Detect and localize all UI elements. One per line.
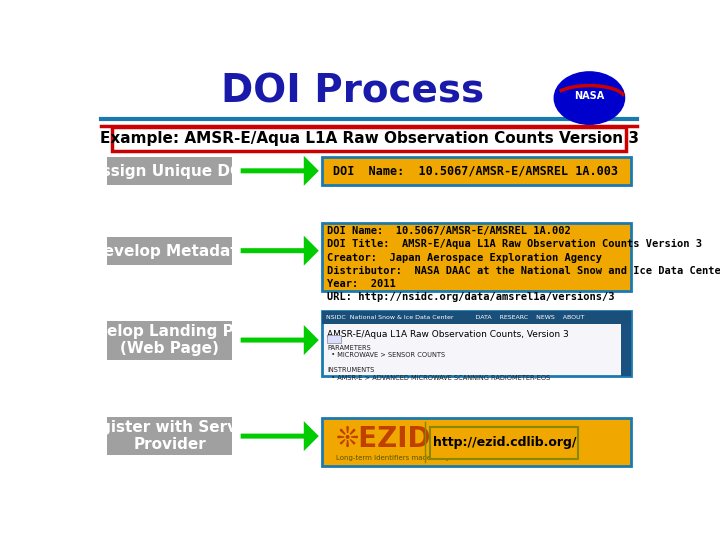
Text: Register with Service
Provider: Register with Service Provider [78,420,261,453]
Text: NASA: NASA [575,91,605,101]
FancyBboxPatch shape [107,417,233,455]
Text: Develop Landing Page
(Web Page): Develop Landing Page (Web Page) [74,324,265,356]
Text: Example: AMSR-E/Aqua L1A Raw Observation Counts Version 3: Example: AMSR-E/Aqua L1A Raw Observation… [99,131,639,146]
FancyBboxPatch shape [327,335,341,342]
FancyBboxPatch shape [322,418,631,466]
FancyBboxPatch shape [431,427,578,458]
Text: Long-term Identifiers made easy: Long-term Identifiers made easy [336,455,449,461]
Text: ❊EZID: ❊EZID [336,425,431,453]
FancyBboxPatch shape [107,237,233,265]
Circle shape [554,72,624,124]
FancyBboxPatch shape [112,127,626,151]
Text: AMSR-E/Aqua L1A Raw Observation Counts, Version 3: AMSR-E/Aqua L1A Raw Observation Counts, … [327,330,569,339]
Text: DOI Name:  10.5067/AMSR-E/AMSREL 1A.002
DOI Title:  AMSR-E/Aqua L1A Raw Observat: DOI Name: 10.5067/AMSR-E/AMSREL 1A.002 D… [327,226,720,302]
Text: DOI Process: DOI Process [221,73,484,111]
FancyBboxPatch shape [322,223,631,292]
Text: Assign Unique DOI: Assign Unique DOI [90,164,249,179]
FancyBboxPatch shape [322,312,631,376]
FancyBboxPatch shape [621,324,631,376]
Text: DOI  Name:  10.5067/AMSR-E/AMSREL 1A.003: DOI Name: 10.5067/AMSR-E/AMSREL 1A.003 [333,164,618,177]
FancyBboxPatch shape [107,157,233,185]
FancyBboxPatch shape [322,157,631,185]
Text: PARAMETERS
  • MICROWAVE > SENSOR COUNTS

INSTRUMENTS
  • AMSR-E > ADVANCED MICR: PARAMETERS • MICROWAVE > SENSOR COUNTS I… [327,345,550,381]
FancyBboxPatch shape [107,321,233,360]
FancyBboxPatch shape [322,312,631,324]
Text: NSIDC  National Snow & Ice Data Center           DATA    RESEARC    NEWS    ABOU: NSIDC National Snow & Ice Data Center DA… [326,315,585,320]
Text: http://ezid.cdlib.org/: http://ezid.cdlib.org/ [433,436,576,449]
Text: Develop Metadata: Develop Metadata [91,244,248,259]
